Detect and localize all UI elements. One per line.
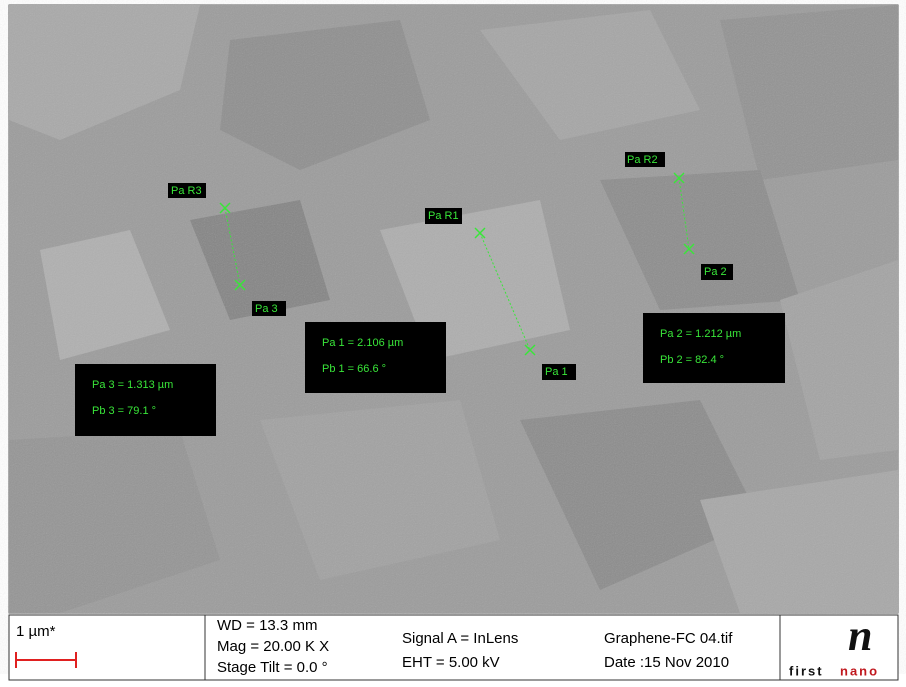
ref-label: Pa R2 <box>627 154 658 166</box>
date: Date :15 Nov 2010 <box>604 654 729 671</box>
page: Pa R3 Pa 3 Pa R1 Pa 1 Pa R2 Pa 2 Pa 3 = … <box>0 0 906 682</box>
info-bar: 1 µm* WD = 13.3 mm Mag = 20.00 K X Stage… <box>9 611 898 680</box>
mag: Mag = 20.00 K X <box>217 638 329 655</box>
signal: Signal A = InLens <box>402 630 518 647</box>
grains <box>9 5 898 613</box>
point-label: Pa 3 <box>255 303 278 315</box>
tilt: Stage Tilt = 0.0 ° <box>217 659 328 676</box>
ref-label: Pa R1 <box>428 210 459 222</box>
angle: Pb 2 = 82.4 ° <box>660 354 724 366</box>
length: Pa 3 = 1.313 µm <box>92 379 173 391</box>
logo-mark: n <box>848 611 872 660</box>
length: Pa 2 = 1.212 µm <box>660 328 741 340</box>
logo-nano: nano <box>840 663 879 678</box>
point-label: Pa 1 <box>545 366 568 378</box>
angle: Pb 3 = 79.1 ° <box>92 405 156 417</box>
ref-label: Pa R3 <box>171 185 202 197</box>
file-name: Graphene-FC 04.tif <box>604 630 733 647</box>
wd: WD = 13.3 mm <box>217 617 317 634</box>
angle: Pb 1 = 66.6 ° <box>322 363 386 375</box>
length: Pa 1 = 2.106 µm <box>322 337 403 349</box>
sem-view: Pa R3 Pa 3 Pa R1 Pa 1 Pa R2 Pa 2 Pa 3 = … <box>0 0 906 682</box>
logo-first: first <box>789 663 824 678</box>
eht: EHT = 5.00 kV <box>402 654 500 671</box>
scale-label: 1 µm* <box>16 623 56 640</box>
point-label: Pa 2 <box>704 266 727 278</box>
